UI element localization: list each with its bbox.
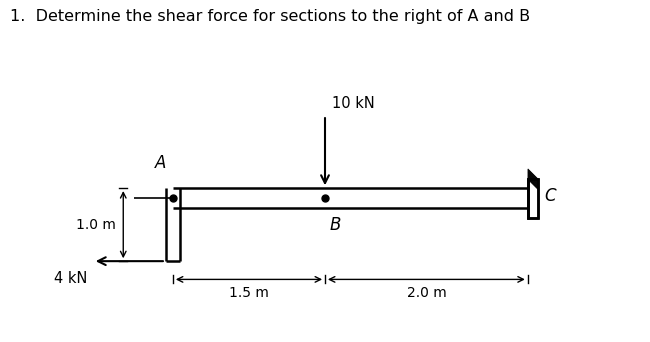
Bar xyxy=(528,179,538,218)
Bar xyxy=(528,179,538,218)
Text: 2.0 m: 2.0 m xyxy=(406,287,447,301)
Text: A: A xyxy=(155,154,166,172)
Text: B: B xyxy=(329,215,341,234)
Text: 10 kN: 10 kN xyxy=(332,96,375,111)
Text: 1.5 m: 1.5 m xyxy=(229,287,269,301)
Text: 1.0 m: 1.0 m xyxy=(76,218,116,232)
Text: C: C xyxy=(544,187,556,205)
Text: 1.  Determine the shear force for sections to the right of A and B: 1. Determine the shear force for section… xyxy=(10,9,530,24)
Text: 4 kN: 4 kN xyxy=(55,271,88,286)
